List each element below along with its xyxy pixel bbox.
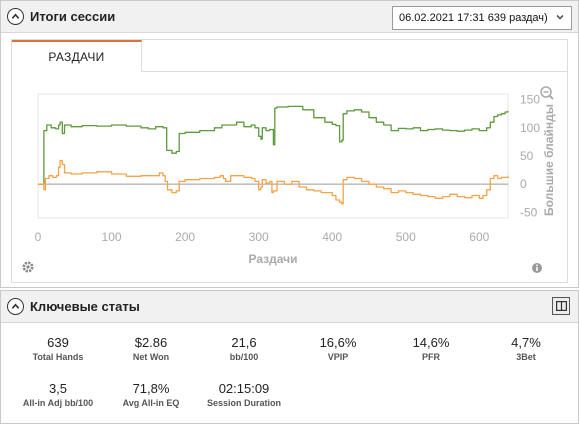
tab-hands[interactable]: РАЗДАЧИ [12,40,142,72]
stat-value: 02:15:09 [218,381,270,396]
stat-label: All-in Adj bb/100 [22,398,94,408]
info-icon[interactable] [532,263,542,273]
stat-total-hands: 639 Total Hands [13,335,103,362]
stat-value: 14,6% [412,335,450,350]
tab-divider [142,71,567,72]
series-line-1 [38,159,509,205]
zoom-out-icon[interactable] [540,86,554,100]
key-stats-header: Ключевые статы [1,291,578,323]
hands-chart: 0 100 200 300 400 500 600150100500-50РаздачиБо… [22,86,556,273]
stat-value: $2.86 [134,335,168,350]
stat-avg-allin-eq: 71,8% Avg All-in EQ [106,381,196,408]
stat-label: Session Duration [206,398,281,408]
x-tick-label: 300 [249,230,269,244]
stat-value: 3,5 [48,381,68,396]
x-tick-label: 500 [396,230,416,244]
x-tick-label: 100 [102,230,122,244]
y-tick-label: 50 [520,149,534,163]
stat-label: VPIP [327,352,349,362]
session-select-value: 06.02.2021 17:31 639 раздач) [399,12,548,24]
y-axis-label: Большие блайнды [542,104,556,216]
tab-area: РАЗДАЧИ 0 100 200 300 400 500 600 150 100 50 0 -50 Р… [11,39,568,283]
stat-bb-100: 21,6 bb/100 [199,335,289,362]
stat-allin-adj: 3,5 All-in Adj bb/100 [13,381,103,408]
x-tick-label: 400 [322,230,342,244]
x-tick-label: 0 [35,230,42,244]
layout-toggle-icon[interactable] [552,297,570,315]
key-stats-panel: Ключевые статы 639 Total Hands $2.86 Net… [0,290,579,424]
stat-value: 4,7% [511,335,541,350]
stat-label: PFR [422,352,440,362]
session-summary-panel: Итоги сессии 06.02.2021 17:31 639 раздач… [0,0,579,288]
stat-pfr: 14,6% PFR [386,335,476,362]
stat-value: 21,6 [231,335,257,350]
key-stats-title: Ключевые статы [30,299,140,314]
plot-frame [37,93,509,219]
series-line-0 [38,105,509,185]
y-tick-label: 0 [520,177,527,191]
chevron-up-icon[interactable] [7,298,24,315]
x-axis-label: Раздачи [249,252,298,266]
session-select[interactable]: 06.02.2021 17:31 639 раздач) [392,6,572,30]
gear-icon[interactable] [22,261,34,273]
y-tick-label: -50 [520,205,538,219]
session-summary-title: Итоги сессии [30,9,116,24]
stat-label: Total Hands [32,352,84,362]
tab-hands-label: РАЗДАЧИ [48,50,105,64]
stat-value: 16,6% [319,335,357,350]
y-tick-label: 150 [520,93,540,107]
stat-label: Avg All-in EQ [122,398,180,408]
chevron-up-icon[interactable] [7,8,24,25]
stat-net-won: $2.86 Net Won [106,335,196,362]
session-summary-header: Итоги сессии 06.02.2021 17:31 639 раздач… [1,1,578,33]
x-tick-label: 200 [175,230,195,244]
stat-label: 3Bet [516,352,536,362]
x-tick-label: 600 [469,230,489,244]
stat-vpip: 16,6% VPIP [293,335,383,362]
stat-3bet: 4,7% 3Bet [481,335,571,362]
stat-value: 71,8% [132,381,170,396]
y-tick-label: 100 [520,121,540,135]
stat-label: Net Won [132,352,170,362]
stat-label: bb/100 [229,352,259,362]
chevron-down-icon [556,14,564,20]
stat-session-duration: 02:15:09 Session Duration [199,381,289,408]
stat-value: 639 [47,335,69,350]
